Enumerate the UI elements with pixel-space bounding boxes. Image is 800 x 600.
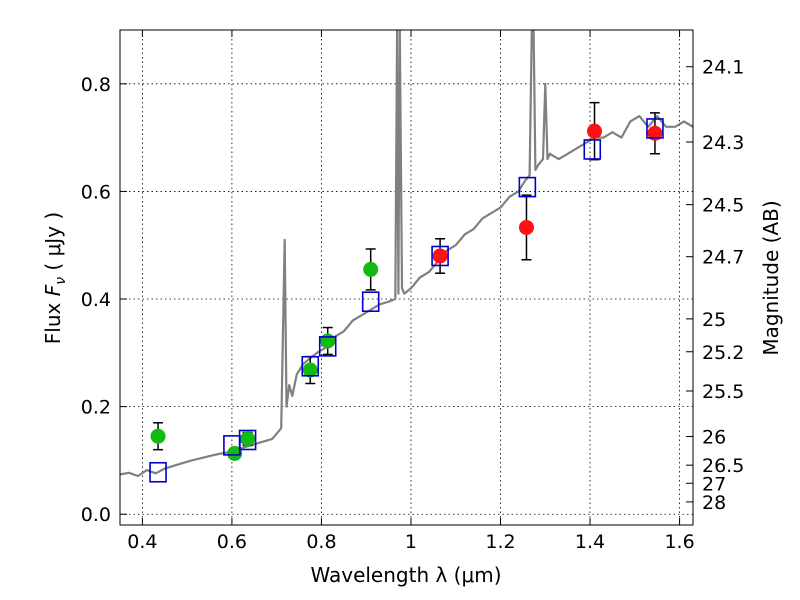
mag-tick-label: 24.3	[702, 132, 744, 154]
green-data-point	[150, 428, 166, 444]
y2-axis-label: Magnitude (AB)	[759, 200, 783, 355]
y-tick-label: 0.8	[81, 74, 111, 96]
red-data-point	[518, 219, 534, 235]
y-tick-label: 0.6	[81, 181, 111, 203]
mag-tick-label: 26	[702, 426, 726, 448]
model-flux-square	[646, 118, 664, 139]
y-axis-label-suffix: ( μJy )	[41, 212, 65, 277]
x-tick-label: 0.8	[306, 531, 336, 553]
plot-frame	[119, 29, 694, 526]
green-data-point	[302, 362, 318, 378]
red-data-point	[432, 248, 448, 264]
model-flux-square	[149, 461, 167, 483]
y-axis-label-symbol: F	[41, 284, 65, 296]
model-flux-square	[301, 355, 320, 377]
y-tick-label: 0.4	[81, 289, 111, 311]
y-axis-label-prefix: Flux	[41, 296, 65, 344]
y-axis-label: Flux Fν ( μJy )	[41, 212, 69, 344]
green-data-point	[227, 445, 243, 461]
x-axis-label: Wavelength λ (μm)	[310, 563, 501, 587]
axes-ticks: 0.4 0.6 0.8 1 1.2 1.4 1.6 0.0 0.2 0.4 0.6 0.8 24.1 24…	[81, 30, 744, 553]
model-flux-square	[318, 336, 337, 357]
green-data-point	[320, 333, 336, 349]
x-tick-label: 1.2	[485, 531, 515, 553]
model-flux-square	[518, 176, 537, 198]
grid	[120, 30, 693, 525]
green-data-point	[363, 261, 379, 277]
mag-tick-label: 25.5	[702, 381, 744, 403]
model-flux-square	[238, 429, 257, 451]
y-axis-label-subscript: ν	[53, 277, 69, 285]
y-tick-label: 0.0	[81, 504, 111, 526]
x-tick-label: 0.6	[217, 531, 247, 553]
mag-tick-label: 24.5	[702, 195, 744, 217]
plot-area	[120, 30, 693, 483]
model-flux-square	[431, 245, 449, 267]
x-tick-label: 1.6	[664, 531, 694, 553]
green-data-point	[240, 431, 256, 447]
y-axis-label-group: Flux Fν ( μJy )	[41, 212, 69, 344]
x-tick-label: 1	[405, 531, 417, 553]
red-data-point	[587, 123, 603, 139]
model-flux-square	[583, 139, 602, 160]
red-data-point	[647, 125, 663, 141]
x-tick-label: 0.4	[127, 531, 157, 553]
model-flux-square	[361, 291, 380, 313]
mag-tick-label: 28	[702, 492, 726, 514]
mag-tick-label: 26.5	[702, 455, 744, 477]
mag-tick-label: 24.1	[702, 57, 744, 79]
y-tick-label: 0.2	[81, 397, 111, 419]
x-tick-label: 1.4	[575, 531, 605, 553]
mag-tick-label: 25.2	[702, 342, 744, 364]
mag-tick-label: 27	[702, 473, 726, 495]
mag-tick-label: 24.7	[702, 247, 744, 269]
mag-tick-label: 25	[702, 309, 726, 331]
